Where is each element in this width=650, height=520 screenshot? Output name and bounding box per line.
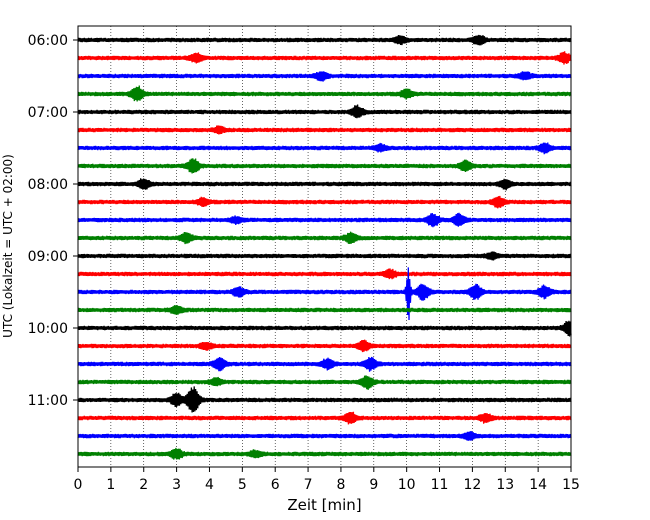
y-tick-label: 09:00 [28, 249, 68, 265]
trace-row-1130 [77, 431, 572, 441]
y-tick-label: 10:00 [28, 321, 68, 337]
y-tick-label: 07:00 [28, 105, 68, 121]
x-tick-label: 0 [74, 477, 83, 493]
x-tick-label: 3 [172, 477, 181, 493]
trace-row-1145 [77, 447, 572, 460]
y-axis-label: UTC (Lokalzeit = UTC + 02:00) [1, 154, 15, 338]
trace-row-0930 [77, 267, 572, 320]
trace-row-0730 [77, 142, 572, 155]
x-tick-label: 7 [304, 477, 313, 493]
x-tick-label: 12 [463, 477, 481, 493]
trace-row-0715 [77, 125, 572, 135]
trace-row-1000 [77, 320, 572, 337]
y-tick-label: 06:00 [28, 33, 68, 49]
y-tick-label: 11:00 [28, 393, 68, 409]
plot-frame [77, 25, 572, 468]
trace-rows [77, 34, 572, 460]
trace-row-0600 [77, 34, 572, 46]
x-tick-label: 4 [205, 477, 214, 493]
x-axis-label: Zeit [min] [287, 496, 361, 514]
x-tick-label: 10 [398, 477, 416, 493]
trace-row-0915 [77, 268, 572, 280]
trace-row-1030 [77, 356, 572, 372]
trace-row-0745 [77, 158, 572, 174]
trace-row-0900 [77, 251, 572, 261]
trace-row-0845 [77, 231, 572, 245]
trace-row-0945 [77, 305, 572, 315]
x-tick-label: 8 [336, 477, 345, 493]
trace-row-1100 [77, 386, 572, 413]
x-axis: 0 1 2 3 4 5 6 7 8 9 10 11 12 13 14 15 [74, 467, 580, 493]
y-axis: 06:00 07:00 08:00 09:00 10:00 11:00 [28, 33, 78, 409]
x-tick-label: 1 [106, 477, 115, 493]
x-tick-label: 6 [271, 477, 280, 493]
x-tick-label: 2 [139, 477, 148, 493]
trace-row-1015 [77, 339, 572, 353]
y-tick-label: 08:00 [28, 177, 68, 193]
trace-row-1115 [77, 411, 572, 425]
trace-row-0830 [77, 212, 572, 228]
trace-row-0700 [77, 104, 572, 119]
trace-row-0630 [77, 71, 572, 82]
x-tick-label: 5 [238, 477, 247, 493]
trace-row-0815 [77, 195, 572, 209]
trace-row-1045 [77, 375, 572, 390]
x-tick-label: 13 [496, 477, 514, 493]
x-tick-label: 11 [431, 477, 449, 493]
x-tick-label: 9 [369, 477, 378, 493]
trace-row-0615 [77, 51, 572, 65]
x-tick-label: 15 [562, 477, 580, 493]
x-tick-label: 14 [529, 477, 547, 493]
trace-row-0800 [77, 178, 572, 191]
trace-row-0645 [77, 85, 572, 102]
